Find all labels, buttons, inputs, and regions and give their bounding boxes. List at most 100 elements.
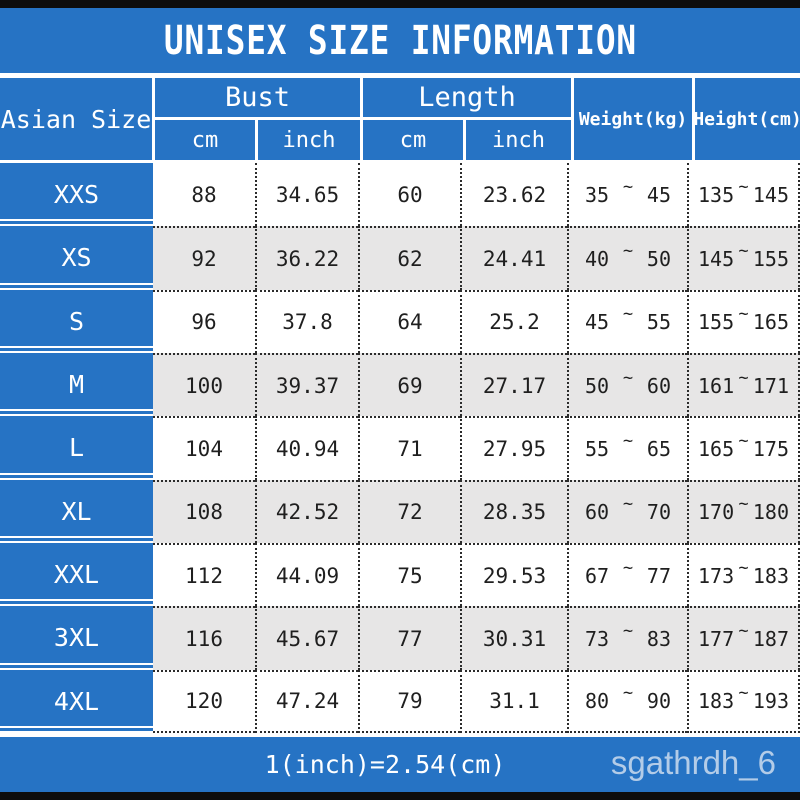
height-max: 165 (752, 310, 789, 335)
bust-inch-cell: 47.24 (255, 669, 358, 733)
length-inch-cell: 29.53 (460, 542, 567, 607)
height-min: 170 (698, 500, 735, 525)
weight-range-cell: 80 ~ 90 (567, 669, 687, 733)
weight-min: 67 (585, 563, 610, 588)
height-range-cell: 183 ~ 193 (687, 669, 800, 733)
range-tilde: ~ (738, 367, 749, 388)
weight-max: 55 (646, 310, 671, 335)
height-min: 135 (698, 182, 735, 207)
length-inch-cell: 25.2 (460, 289, 567, 353)
size-label-cell: L (0, 416, 153, 480)
bust-inch-cell: 34.65 (255, 163, 358, 227)
height-min: 173 (698, 563, 735, 588)
height-range-cell: 161 ~ 171 (687, 352, 800, 417)
group-header-length: Length (363, 78, 571, 117)
weight-max: 90 (646, 689, 671, 714)
bust-cm-cell: 96 (153, 289, 255, 353)
bust-inch-cell: 39.37 (255, 352, 358, 417)
size-label-cell: XXS (0, 163, 153, 227)
weight-range-cell: 45 ~ 55 (567, 289, 687, 353)
height-max: 187 (752, 626, 789, 651)
subheader-bust-inch: inch (258, 120, 360, 160)
corner-header-asian-size: Asian Size (0, 78, 152, 160)
length-cm-cell: 62 (358, 226, 460, 290)
weight-min: 80 (585, 689, 610, 714)
size-label-cell: 3XL (0, 606, 153, 670)
bust-cm-cell: 108 (153, 479, 255, 543)
range-tilde: ~ (738, 683, 749, 704)
size-label-cell: 4XL (0, 669, 153, 733)
length-cm-cell: 77 (358, 606, 460, 670)
bust-inch-cell: 37.8 (255, 289, 358, 353)
weight-max: 70 (646, 500, 671, 525)
range-tilde: ~ (622, 304, 634, 325)
weight-range-cell: 67 ~ 77 (567, 542, 687, 607)
length-cm-cell: 79 (358, 669, 460, 733)
range-tilde: ~ (622, 683, 634, 704)
weight-min: 60 (585, 500, 610, 525)
bust-inch-cell: 44.09 (255, 542, 358, 607)
table-header: Asian Size Bust Length Weight(kg) Height… (0, 78, 800, 163)
weight-range-cell: 73 ~ 83 (567, 606, 687, 670)
weight-min: 35 (585, 182, 610, 207)
bust-cm-cell: 88 (153, 163, 255, 227)
height-min: 155 (698, 310, 735, 335)
weight-max: 45 (646, 182, 671, 207)
length-inch-cell: 31.1 (460, 669, 567, 733)
header-height-cm: Height(cm) (693, 78, 800, 160)
weight-range-cell: 55 ~ 65 (567, 416, 687, 480)
height-min: 165 (698, 436, 735, 461)
bottom-black-strip (0, 791, 800, 800)
length-inch-cell: 23.62 (460, 163, 567, 227)
weight-range-cell: 35 ~ 45 (567, 163, 687, 227)
top-black-strip (0, 0, 800, 8)
length-inch-cell: 27.95 (460, 416, 567, 480)
subheader-length-cm: cm (363, 120, 463, 160)
weight-max: 60 (646, 373, 671, 398)
body-footer-divider (0, 732, 800, 737)
height-range-cell: 145 ~ 155 (687, 226, 800, 290)
table-body: XXS 88 34.65 60 23.62 35 ~ 45 135 ~ 145 … (0, 163, 800, 733)
weight-min: 73 (585, 626, 610, 651)
weight-max: 65 (646, 436, 671, 461)
height-max: 193 (752, 689, 789, 714)
weight-min: 50 (585, 373, 610, 398)
height-range-cell: 165 ~ 175 (687, 416, 800, 480)
length-cm-cell: 72 (358, 479, 460, 543)
length-inch-cell: 28.35 (460, 479, 567, 543)
weight-range-cell: 50 ~ 60 (567, 352, 687, 417)
range-tilde: ~ (738, 240, 749, 261)
watermark: sgathrdh_6 (610, 744, 776, 782)
length-cm-cell: 69 (358, 352, 460, 417)
length-inch-cell: 24.41 (460, 226, 567, 290)
bust-cm-cell: 120 (153, 669, 255, 733)
height-range-cell: 177 ~ 187 (687, 606, 800, 670)
title-bar: UNISEX SIZE INFORMATION (0, 8, 800, 73)
height-max: 175 (752, 436, 789, 461)
height-max: 180 (752, 500, 789, 525)
range-tilde: ~ (622, 430, 634, 451)
weight-max: 83 (646, 626, 671, 651)
range-tilde: ~ (738, 430, 749, 451)
size-label-cell: XXL (0, 542, 153, 607)
height-min: 161 (698, 373, 735, 398)
range-tilde: ~ (738, 557, 749, 578)
range-tilde: ~ (738, 304, 749, 325)
length-cm-cell: 71 (358, 416, 460, 480)
height-min: 183 (698, 689, 735, 714)
weight-range-cell: 40 ~ 50 (567, 226, 687, 290)
height-max: 145 (752, 182, 789, 207)
height-range-cell: 173 ~ 183 (687, 542, 800, 607)
range-tilde: ~ (738, 620, 749, 641)
length-cm-cell: 75 (358, 542, 460, 607)
weight-min: 55 (585, 436, 610, 461)
range-tilde: ~ (622, 240, 634, 261)
weight-max: 50 (646, 246, 671, 271)
size-label-cell: M (0, 352, 153, 417)
range-tilde: ~ (622, 494, 634, 515)
height-min: 145 (698, 246, 735, 271)
subheader-bust-cm: cm (155, 120, 255, 160)
height-max: 171 (752, 373, 789, 398)
height-max: 183 (752, 563, 789, 588)
